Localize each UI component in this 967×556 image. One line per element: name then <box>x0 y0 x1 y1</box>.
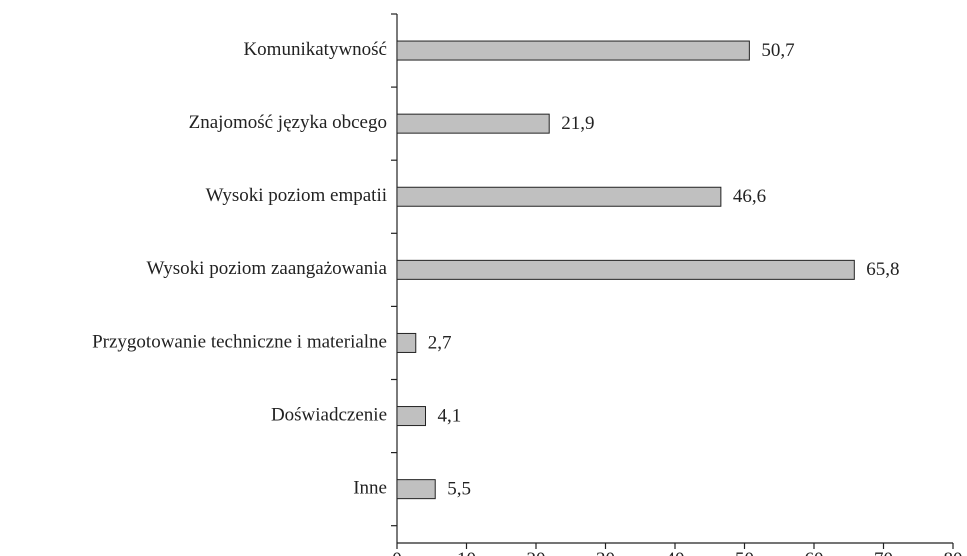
y-tick-label: Przygotowanie techniczne i materialne <box>92 331 387 352</box>
x-tick-label: 80 <box>944 549 963 556</box>
bar <box>396 406 426 427</box>
bar <box>396 113 550 134</box>
x-tick-label: 50 <box>735 549 754 556</box>
bar <box>396 259 855 280</box>
x-tick-label: 70 <box>874 549 893 556</box>
x-tick-label: 0 <box>392 549 402 556</box>
bar <box>396 479 436 500</box>
bar <box>396 186 722 207</box>
data-label: 2,7 <box>428 332 452 353</box>
data-label: 46,6 <box>733 186 766 207</box>
y-tick-label: Doświadczenie <box>271 404 387 425</box>
data-label: 65,8 <box>866 259 899 280</box>
bar <box>396 40 750 61</box>
x-tick-label: 40 <box>666 549 685 556</box>
data-label: 4,1 <box>437 405 461 426</box>
data-label: 50,7 <box>761 40 794 61</box>
bar <box>396 332 417 353</box>
y-tick-label: Komunikatywność <box>243 39 387 60</box>
y-tick-label: Inne <box>353 478 387 499</box>
x-tick-label: 30 <box>596 549 615 556</box>
y-tick-label: Znajomość języka obcego <box>189 112 387 133</box>
y-tick-label: Wysoki poziom empatii <box>206 185 387 206</box>
data-label: 21,9 <box>561 113 594 134</box>
y-tick-label: Wysoki poziom zaangażowania <box>147 258 388 279</box>
x-tick-label: 60 <box>805 549 824 556</box>
data-label: 5,5 <box>447 479 471 500</box>
x-tick-label: 10 <box>457 549 476 556</box>
x-tick-label: 20 <box>527 549 546 556</box>
